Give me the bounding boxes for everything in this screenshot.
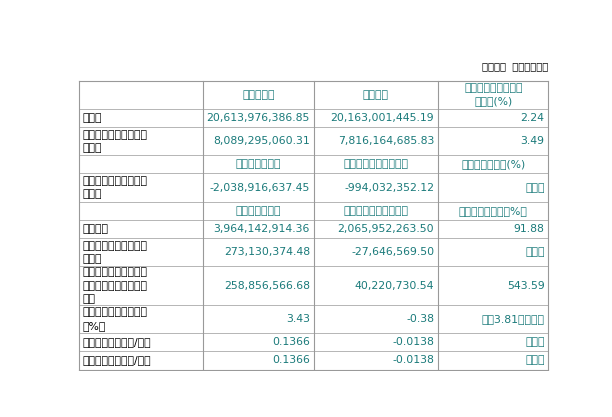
Text: 上年初至上年报告期末: 上年初至上年报告期末 — [343, 206, 408, 216]
Text: 上年度末: 上年度末 — [363, 90, 389, 100]
Text: 20,163,001,445.19: 20,163,001,445.19 — [330, 113, 435, 123]
Text: -0.38: -0.38 — [406, 314, 435, 324]
Text: 543.59: 543.59 — [507, 281, 545, 291]
Text: 归属于上市公司股东的
扣除非经常性损益的净
利润: 归属于上市公司股东的 扣除非经常性损益的净 利润 — [82, 267, 147, 304]
Text: 稀释每股收益（元/股）: 稀释每股收益（元/股） — [82, 355, 151, 365]
Text: 20,613,976,386.85: 20,613,976,386.85 — [206, 113, 310, 123]
Text: 归属于上市公司股东的
净利润: 归属于上市公司股东的 净利润 — [82, 241, 147, 264]
Text: 3.49: 3.49 — [521, 136, 545, 146]
Text: 258,856,566.68: 258,856,566.68 — [224, 281, 310, 291]
Text: 增加3.81个百分点: 增加3.81个百分点 — [482, 314, 545, 324]
Text: 营业收入: 营业收入 — [82, 224, 108, 234]
Text: 单位：元  币种：人民币: 单位：元 币种：人民币 — [482, 61, 548, 71]
Text: 40,220,730.54: 40,220,730.54 — [355, 281, 435, 291]
Text: -0.0138: -0.0138 — [392, 355, 435, 365]
Text: 年初至报告期末: 年初至报告期末 — [236, 159, 282, 169]
Text: 比上年同期增减(%): 比上年同期增减(%) — [461, 159, 525, 169]
Text: 不适用: 不适用 — [525, 337, 545, 347]
Text: -994,032,352.12: -994,032,352.12 — [345, 183, 435, 193]
Text: -2,038,916,637.45: -2,038,916,637.45 — [209, 183, 310, 193]
Text: 年初至报告期末: 年初至报告期末 — [236, 206, 282, 216]
Text: 3.43: 3.43 — [286, 314, 310, 324]
Text: 本报告期末比上年度
末增减(%): 本报告期末比上年度 末增减(%) — [464, 83, 523, 106]
Text: 不适用: 不适用 — [525, 183, 545, 193]
Text: 加权平均净资产收益率
（%）: 加权平均净资产收益率 （%） — [82, 307, 147, 331]
Text: 0.1366: 0.1366 — [272, 355, 310, 365]
Text: 7,816,164,685.83: 7,816,164,685.83 — [338, 136, 435, 146]
Text: 基本每股收益（元/股）: 基本每股收益（元/股） — [82, 337, 151, 347]
Text: 上年初至上年报告期末: 上年初至上年报告期末 — [343, 159, 408, 169]
Text: 经营活动产生的现金流
量净额: 经营活动产生的现金流 量净额 — [82, 176, 147, 199]
Text: 273,130,374.48: 273,130,374.48 — [224, 247, 310, 257]
Text: 不适用: 不适用 — [525, 355, 545, 365]
Text: 不适用: 不适用 — [525, 247, 545, 257]
Text: 0.1366: 0.1366 — [272, 337, 310, 347]
Text: 比上年同期增减（%）: 比上年同期增减（%） — [459, 206, 528, 216]
Text: 3,964,142,914.36: 3,964,142,914.36 — [214, 224, 310, 234]
Text: 总资产: 总资产 — [82, 113, 102, 123]
Text: 2,065,952,263.50: 2,065,952,263.50 — [338, 224, 435, 234]
Text: 8,089,295,060.31: 8,089,295,060.31 — [213, 136, 310, 146]
Text: 2.24: 2.24 — [521, 113, 545, 123]
Text: 91.88: 91.88 — [513, 224, 545, 234]
Text: -27,646,569.50: -27,646,569.50 — [351, 247, 435, 257]
Text: 归属于上市公司股东的
净资产: 归属于上市公司股东的 净资产 — [82, 130, 147, 153]
Text: -0.0138: -0.0138 — [392, 337, 435, 347]
Text: 本报告期末: 本报告期末 — [242, 90, 275, 100]
